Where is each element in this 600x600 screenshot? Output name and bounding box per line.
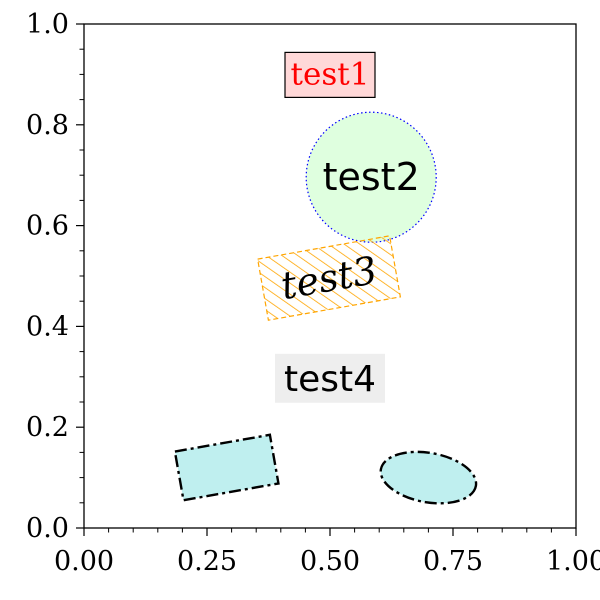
x-tick-label: 0.25 xyxy=(177,546,237,577)
annotation-box xyxy=(284,51,376,99)
y-tick-label: 0.0 xyxy=(26,513,69,544)
annotation-box xyxy=(256,235,402,321)
annotation-text: test1 xyxy=(291,56,370,92)
y-tick-label: 0.2 xyxy=(26,412,69,443)
x-tick-label: 0.50 xyxy=(300,546,360,577)
y-tick-label: 0.4 xyxy=(26,311,69,342)
annotation-test4: test4 xyxy=(275,353,385,403)
rectangle-patch xyxy=(173,433,280,502)
annotation-text: test4 xyxy=(284,359,376,400)
annotation-test1: test1 xyxy=(284,51,376,99)
x-tick-label: 0.75 xyxy=(423,546,483,577)
annotation-box xyxy=(275,353,385,403)
y-tick-label: 0.8 xyxy=(26,110,69,141)
x-tick-label: 1.00 xyxy=(546,546,600,577)
annotation-test3: test3 xyxy=(256,235,402,321)
x-tick-label: 0.00 xyxy=(54,546,114,577)
ellipse-patch xyxy=(379,450,478,505)
axes-frame xyxy=(83,23,577,529)
annotation-text: test2 xyxy=(323,155,420,199)
y-tick-label: 1.0 xyxy=(26,9,69,40)
annotation-test2: test2 xyxy=(305,111,437,243)
annotation-box xyxy=(305,111,437,243)
y-tick-label: 0.6 xyxy=(26,211,69,242)
